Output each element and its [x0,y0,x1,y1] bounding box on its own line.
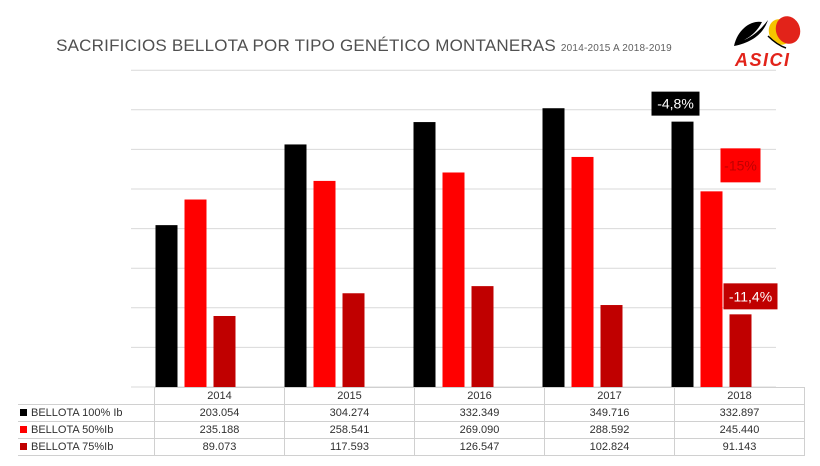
table-row: BELLOTA 75%Ib 89.073 117.593 126.547 102.824… [18,438,805,456]
bar-2018-series-2 [700,191,723,387]
category-label: 2018 [674,387,805,405]
logo-text: ASICI [735,50,791,70]
bar-2015-series-3 [342,293,365,387]
category-label: 2016 [414,387,545,405]
bar-2015-series-1 [284,144,307,387]
data-value: 349.716 [544,404,675,422]
bar-2014-series-1 [155,225,178,387]
series-name: BELLOTA 75%Ib [31,441,114,453]
bar-2017-series-1 [542,108,565,388]
data-value: 91.143 [674,438,805,456]
data-value: 126.547 [414,438,545,456]
data-value: 258.541 [284,421,415,439]
data-value: 102.824 [544,438,675,456]
category-label: 2015 [284,387,415,405]
bar-2016-series-1 [413,122,436,387]
table-row: BELLOTA 100% Ib 203.054 304.274 332.349 349.… [18,404,805,422]
bar-2016-series-3 [471,286,494,387]
data-value: 245.440 [674,421,805,439]
legend-entry: BELLOTA 100% Ib [18,404,155,422]
bar-2014-series-2 [184,199,207,387]
series-name: BELLOTA 100% Ib [31,407,123,419]
annotation-box-2 [720,148,761,183]
legend-swatch [20,443,27,450]
bar-2018-series-3 [729,314,752,387]
chart-title: SACRIFICIOS BELLOTA POR TIPO GENÉTICO MO… [0,36,728,56]
bar-2016-series-2 [442,172,465,387]
annotation-box-3 [723,283,778,310]
annotation-label-1: -4,8% [657,96,694,112]
data-value: 288.592 [544,421,675,439]
data-value: 332.897 [674,404,805,422]
category-label: 2017 [544,387,675,405]
data-value: 203.054 [154,404,285,422]
bar-2017-series-3 [600,305,623,387]
bar-2015-series-2 [313,180,336,387]
legend-entry: BELLOTA 50%Ib [18,421,155,439]
legend-swatch [20,409,27,416]
chart-title-sub: 2014-2015 A 2018-2019 [560,43,672,54]
chart-title-main: SACRIFICIOS BELLOTA POR TIPO GENÉTICO MO… [56,36,556,55]
data-value: 89.073 [154,438,285,456]
legend-entry: BELLOTA 75%Ib [18,438,155,456]
data-value: 304.274 [284,404,415,422]
data-value: 235.188 [154,421,285,439]
annotation-label-3: -11,4% [729,288,772,304]
bar-2017-series-2 [571,156,594,387]
table-corner [18,388,155,405]
data-value: 269.090 [414,421,545,439]
series-name: BELLOTA 50%Ib [31,424,114,436]
data-value: 332.349 [414,404,545,422]
table-row: BELLOTA 50%Ib 235.188 258.541 269.090 288.59… [18,421,805,439]
category-label: 2014 [154,387,285,405]
data-value: 117.593 [284,438,415,456]
annotation-box-1 [651,91,700,116]
bar-2014-series-3 [213,315,236,387]
asici-logo-icon [734,16,801,49]
bar-2018-series-1 [671,121,694,387]
data-table: 2014 2015 2016 2017 2018 BELLOTA 100% Ib 203.0… [18,387,805,456]
annotation-label-2: -15% [724,157,757,173]
legend-swatch [20,426,27,433]
